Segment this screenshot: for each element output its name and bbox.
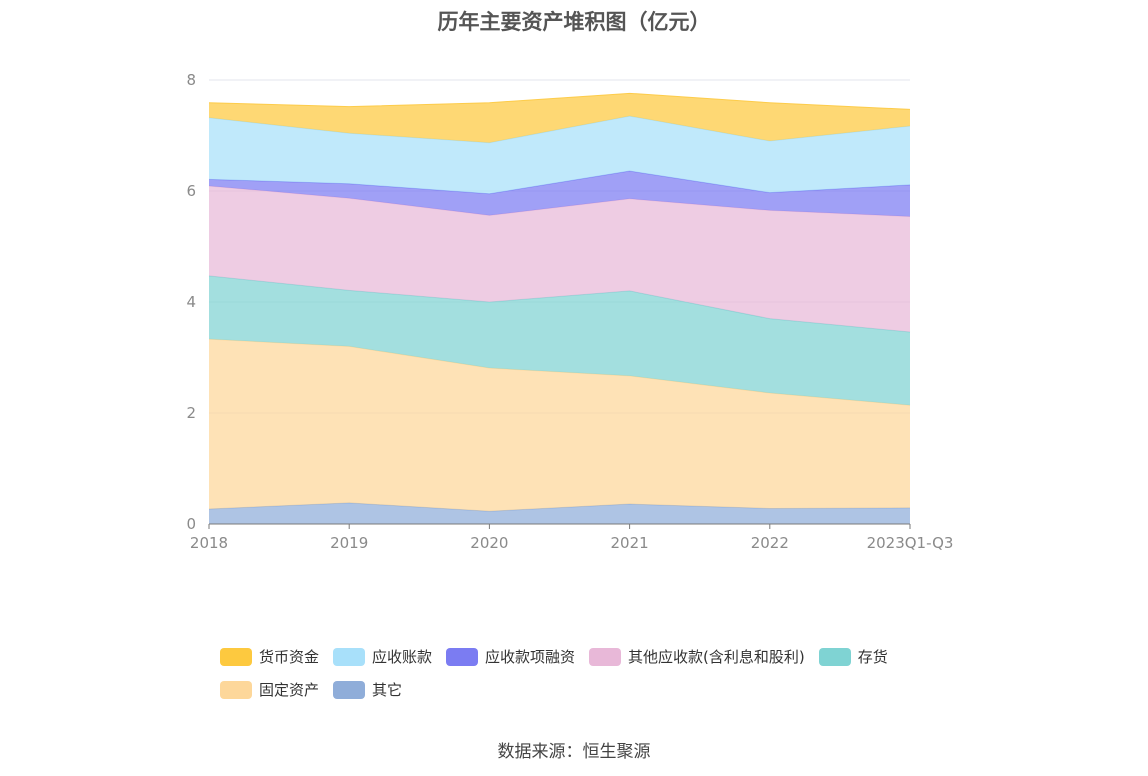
stacked-area-chart: 0 2 4 6 8 2018 2019 2020 2021 2022 2023Q1-Q3 bbox=[186, 71, 954, 552]
chart-title: 历年主要资产堆积图（亿元） bbox=[437, 10, 711, 34]
legend-label: 应收账款 bbox=[372, 648, 433, 666]
area-series-5 bbox=[209, 116, 910, 194]
legend-label: 存货 bbox=[857, 648, 888, 666]
legend: 货币资金 应收账款 应收款项融资 其他应收款(含利息和股利) 存货 固定资产 其它 bbox=[220, 640, 960, 706]
legend-item[interactable]: 其它 bbox=[333, 679, 402, 700]
area-series-1 bbox=[209, 339, 910, 512]
y-tick-label: 0 bbox=[186, 515, 196, 533]
legend-row: 固定资产 其它 bbox=[220, 673, 960, 706]
legend-swatch bbox=[333, 647, 366, 666]
x-tick-label: 2023Q1-Q3 bbox=[867, 534, 954, 552]
area-series-edge-6 bbox=[208, 92, 911, 110]
legend-label: 其它 bbox=[372, 681, 403, 699]
y-tick-label: 8 bbox=[186, 71, 196, 89]
x-tick-label: 2021 bbox=[611, 534, 649, 552]
area-series-0 bbox=[209, 502, 910, 524]
legend-item[interactable]: 固定资产 bbox=[220, 679, 319, 700]
x-tick-label: 2018 bbox=[190, 534, 228, 552]
legend-row: 货币资金 应收账款 应收款项融资 其他应收款(含利息和股利) 存货 bbox=[220, 640, 960, 673]
area-series-edge-5 bbox=[208, 115, 911, 144]
y-tick-label: 2 bbox=[186, 404, 196, 422]
legend-label: 应收款项融资 bbox=[485, 648, 576, 666]
legend-swatch bbox=[220, 647, 252, 666]
area-series-4 bbox=[209, 171, 910, 217]
legend-label: 其他应收款(含利息和股利) bbox=[628, 648, 805, 666]
legend-item[interactable]: 存货 bbox=[818, 646, 888, 667]
legend-swatch bbox=[818, 647, 851, 666]
data-source: 数据来源：恒生聚源 bbox=[497, 742, 651, 762]
y-tick-label: 4 bbox=[186, 293, 196, 311]
legend-swatch bbox=[333, 680, 366, 699]
legend-item[interactable]: 应收款项融资 bbox=[446, 646, 575, 667]
area-series-2 bbox=[209, 275, 910, 406]
legend-item[interactable]: 应收账款 bbox=[333, 646, 432, 667]
x-tick-label: 2020 bbox=[470, 534, 508, 552]
legend-item[interactable]: 其他应收款(含利息和股利) bbox=[589, 646, 805, 667]
x-tick-label: 2019 bbox=[330, 534, 368, 552]
legend-swatch bbox=[220, 680, 252, 699]
legend-label: 货币资金 bbox=[259, 648, 320, 666]
legend-item[interactable]: 货币资金 bbox=[220, 646, 319, 667]
x-tick-label: 2022 bbox=[751, 534, 789, 552]
legend-label: 固定资产 bbox=[259, 681, 320, 699]
area-series-6 bbox=[209, 93, 910, 143]
y-tick-label: 6 bbox=[186, 182, 196, 200]
area-series-3 bbox=[209, 186, 910, 332]
legend-swatch bbox=[446, 647, 479, 666]
legend-swatch bbox=[589, 647, 622, 666]
